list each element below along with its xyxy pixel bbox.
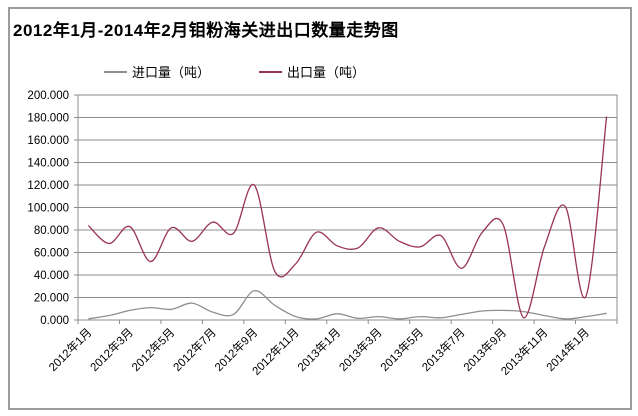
x-axis-labels: 2012年1月2012年3月2012年5月2012年7月2012年9月2012年… (46, 325, 592, 378)
x-axis-label: 2012年3月 (87, 325, 136, 374)
y-axis-label: 80.000 (34, 225, 69, 237)
y-axis-label: 0.000 (40, 315, 69, 327)
x-axis-ticks (77, 320, 618, 324)
import-line-swatch-icon (104, 70, 127, 73)
y-axis-label: 120.000 (27, 180, 69, 192)
y-axis-labels: 200.000 180.000 160.000 140.000 120.000 100.0… (27, 90, 69, 327)
chart-title: 2012年1月-2014年2月钼粉海关进出口数量走势图 (13, 21, 399, 40)
legend-label-export: 出口量（吨） (287, 65, 366, 80)
x-axis-label: 2013年7月 (419, 325, 468, 374)
export-line-swatch-icon (259, 70, 282, 73)
chart-outer-frame (8, 7, 632, 410)
y-axis-label: 40.000 (34, 270, 69, 282)
x-axis-label: 2012年7月 (170, 325, 219, 374)
y-axis-label: 100.000 (27, 203, 69, 215)
x-axis-label: 2013年5月 (377, 325, 426, 374)
x-axis-label: 2012年1月 (46, 325, 95, 374)
legend-item-export: 出口量（吨） (259, 62, 365, 81)
x-axis-label: 2013年1月 (294, 325, 343, 374)
x-axis-label: 2013年3月 (336, 325, 385, 374)
y-axis-label: 200.000 (27, 90, 69, 102)
x-axis-label: 2012年5月 (129, 325, 178, 374)
y-axis-label: 60.000 (34, 248, 69, 260)
y-axis-label: 160.000 (27, 135, 69, 147)
legend-label-import: 进口量（吨） (132, 65, 211, 80)
x-axis-label: 2014年1月 (543, 325, 592, 374)
y-axis-label: 20.000 (34, 293, 69, 305)
legend-item-import: 进口量（吨） (104, 62, 210, 81)
gridlines (74, 94, 617, 321)
import-series-line (88, 290, 607, 320)
export-series-line (87, 116, 608, 319)
y-axis-label: 180.000 (27, 113, 69, 125)
y-axis-label: 140.000 (27, 158, 69, 170)
